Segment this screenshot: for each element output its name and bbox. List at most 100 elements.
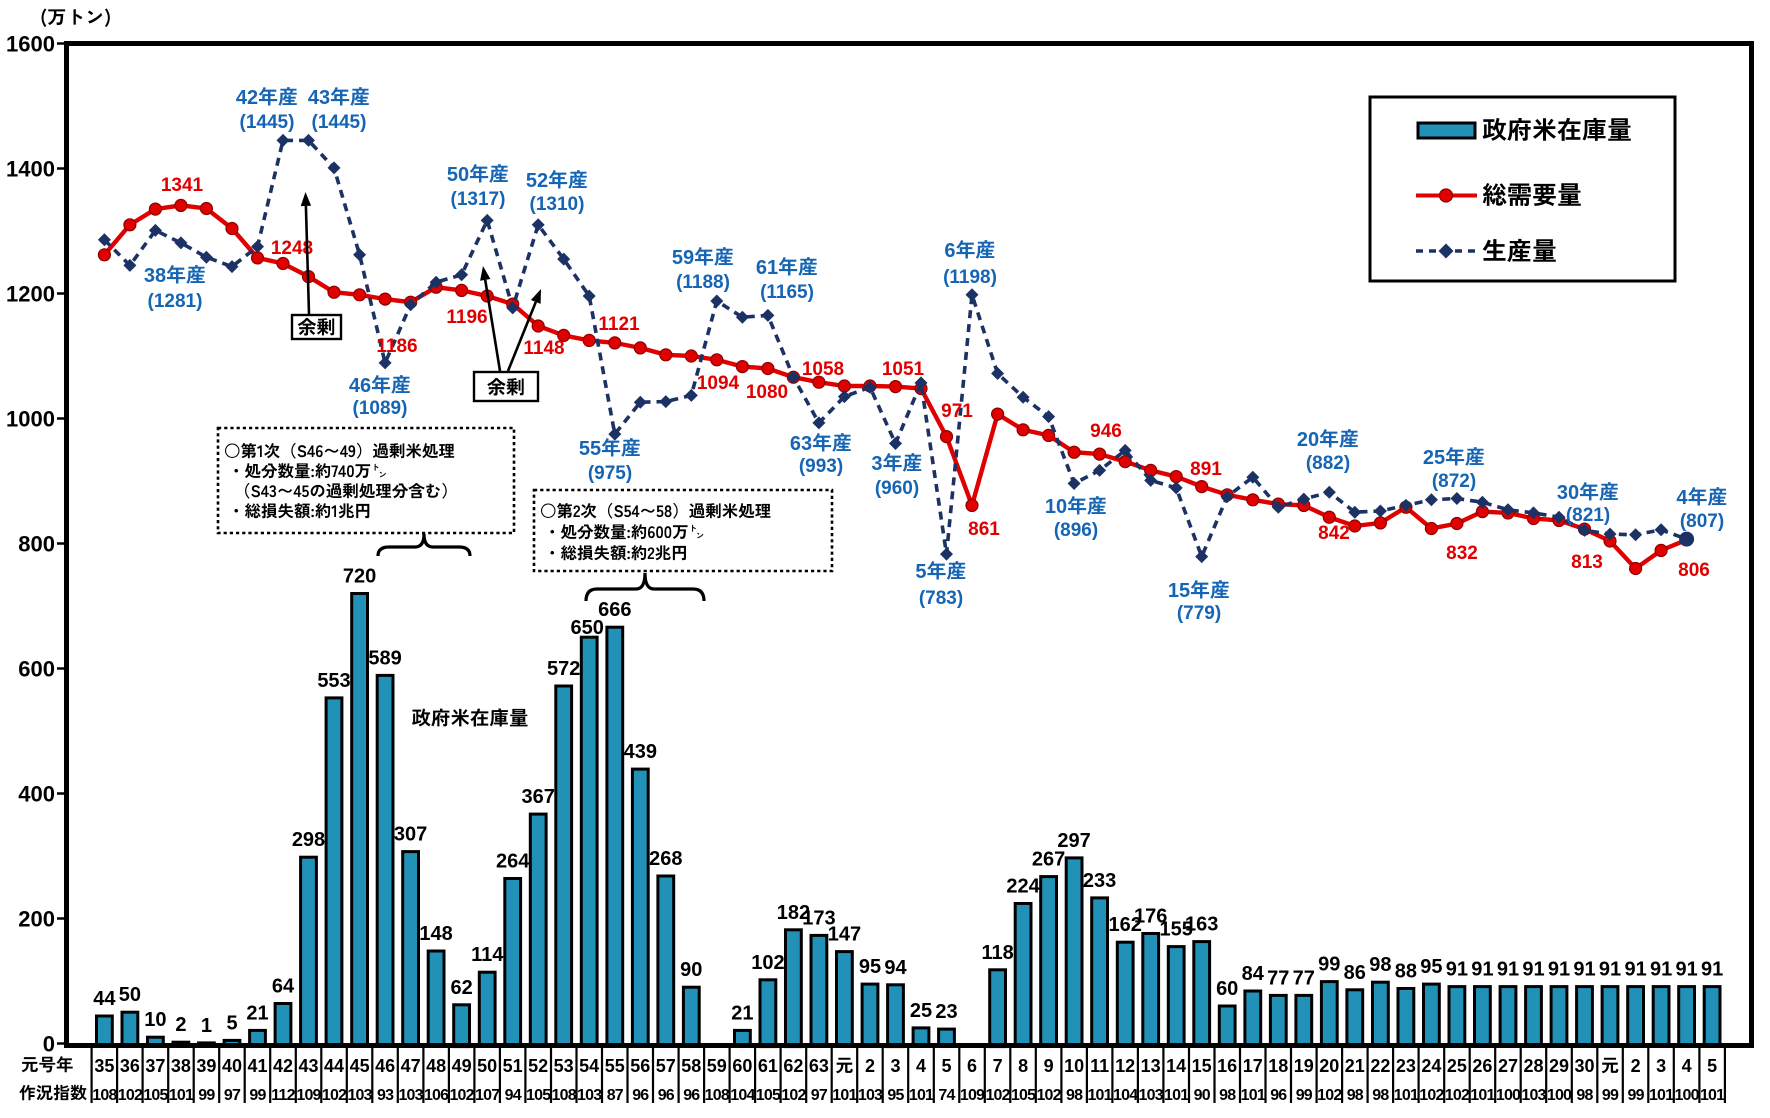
svg-text:103: 103 [347, 1087, 372, 1104]
svg-text:147: 147 [828, 924, 861, 946]
svg-text:102: 102 [1036, 1087, 1061, 1104]
svg-text:6: 6 [944, 240, 955, 262]
svg-text:91: 91 [1573, 959, 1595, 981]
svg-text:105: 105 [526, 1087, 551, 1104]
svg-text:(821): (821) [1566, 505, 1610, 526]
svg-text:104: 104 [730, 1087, 755, 1104]
svg-text:176: 176 [1134, 906, 1167, 928]
svg-text:(783): (783) [919, 588, 963, 609]
svg-text:15: 15 [1168, 580, 1190, 602]
svg-text:101: 101 [832, 1087, 857, 1104]
svg-text:99: 99 [1602, 1087, 1619, 1104]
svg-text:54: 54 [579, 1056, 599, 1076]
svg-text:61: 61 [756, 257, 778, 279]
svg-text:88: 88 [1395, 961, 1417, 983]
svg-text:1248: 1248 [271, 238, 313, 259]
svg-text:77: 77 [1267, 967, 1289, 989]
svg-text:91: 91 [1675, 959, 1697, 981]
svg-text:1051: 1051 [882, 359, 925, 380]
svg-text:(1281): (1281) [148, 291, 203, 312]
svg-text:26: 26 [1472, 1056, 1492, 1076]
svg-text:297: 297 [1057, 830, 1090, 852]
svg-text:1094: 1094 [697, 373, 740, 394]
svg-text:162: 162 [1109, 914, 1142, 936]
svg-text:264: 264 [496, 851, 530, 873]
svg-text:62: 62 [450, 977, 472, 999]
svg-text:30: 30 [1574, 1056, 1594, 1076]
svg-text:(872): (872) [1432, 471, 1476, 492]
svg-text:90: 90 [680, 959, 702, 981]
svg-text:4: 4 [1682, 1056, 1692, 1076]
svg-text:38: 38 [144, 265, 166, 287]
svg-text:43: 43 [298, 1056, 318, 1076]
svg-text:(1310): (1310) [530, 194, 585, 215]
svg-text:(993): (993) [799, 456, 843, 477]
svg-text:267: 267 [1032, 849, 1065, 871]
svg-text:91: 91 [1471, 959, 1493, 981]
svg-text:101: 101 [1394, 1087, 1419, 1104]
svg-text:832: 832 [1446, 543, 1478, 564]
svg-text:861: 861 [968, 519, 1000, 540]
svg-text:106: 106 [424, 1087, 449, 1104]
svg-text:104: 104 [1113, 1087, 1138, 1104]
svg-text:946: 946 [1090, 421, 1122, 442]
svg-text:25: 25 [1423, 447, 1445, 469]
svg-text:589: 589 [368, 647, 401, 669]
svg-text:14: 14 [1166, 1056, 1186, 1076]
svg-text:806: 806 [1678, 560, 1710, 581]
svg-text:15: 15 [1192, 1056, 1212, 1076]
svg-text:91: 91 [1446, 959, 1468, 981]
svg-text:58: 58 [681, 1056, 701, 1076]
svg-text:4: 4 [916, 1056, 926, 1076]
svg-text:96: 96 [1270, 1087, 1287, 1104]
svg-text:720: 720 [343, 566, 376, 588]
svg-text:90: 90 [1194, 1087, 1211, 1104]
svg-text:98: 98 [1066, 1087, 1083, 1104]
svg-text:109: 109 [296, 1087, 321, 1104]
svg-text:666: 666 [598, 599, 631, 621]
svg-text:11: 11 [1090, 1056, 1109, 1076]
svg-text:118: 118 [981, 942, 1013, 964]
svg-text:24: 24 [1421, 1056, 1441, 1076]
svg-text:103: 103 [577, 1087, 602, 1104]
svg-text:50: 50 [447, 164, 469, 186]
svg-text:112: 112 [271, 1087, 295, 1104]
svg-text:91: 91 [1701, 959, 1723, 981]
svg-text:94: 94 [505, 1087, 522, 1104]
svg-text:29: 29 [1549, 1056, 1569, 1076]
svg-text:(882): (882) [1306, 453, 1350, 474]
svg-text:63: 63 [809, 1056, 829, 1076]
svg-text:1196: 1196 [446, 307, 487, 328]
svg-text:20: 20 [1297, 429, 1319, 451]
svg-text:46: 46 [349, 375, 371, 397]
svg-text:891: 891 [1190, 459, 1222, 480]
svg-text:91: 91 [1497, 959, 1519, 981]
svg-text:155: 155 [1160, 919, 1193, 941]
svg-text:813: 813 [1571, 552, 1603, 573]
svg-text:1148: 1148 [523, 338, 564, 359]
svg-text:99: 99 [1296, 1087, 1313, 1104]
svg-text:(1165): (1165) [760, 282, 814, 303]
svg-text:1: 1 [201, 1015, 212, 1037]
svg-text:5: 5 [226, 1012, 237, 1034]
svg-text:99: 99 [1627, 1087, 1644, 1104]
svg-text:(960): (960) [875, 478, 919, 499]
svg-text:105: 105 [143, 1087, 168, 1104]
svg-text:99: 99 [249, 1087, 266, 1104]
svg-text:108: 108 [92, 1087, 117, 1104]
svg-text:96: 96 [658, 1087, 675, 1104]
svg-text:268: 268 [649, 848, 682, 870]
svg-text:101: 101 [1700, 1087, 1725, 1104]
svg-text:19: 19 [1294, 1056, 1314, 1076]
svg-text:971: 971 [941, 401, 973, 422]
svg-text:(1188): (1188) [676, 272, 730, 293]
svg-text:(1317): (1317) [451, 189, 506, 210]
svg-text:61: 61 [758, 1056, 778, 1076]
svg-text:98: 98 [1219, 1087, 1236, 1104]
svg-text:10: 10 [144, 1009, 166, 1031]
svg-text:49: 49 [452, 1056, 472, 1076]
svg-text:25: 25 [1447, 1056, 1467, 1076]
svg-text:63: 63 [790, 433, 812, 455]
svg-text:307: 307 [394, 824, 427, 846]
svg-text:97: 97 [811, 1087, 828, 1104]
